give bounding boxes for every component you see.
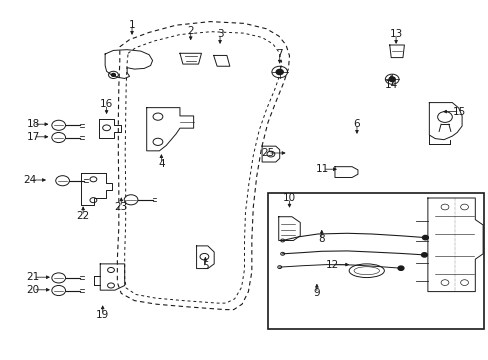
Text: 8: 8 [318, 234, 325, 244]
Text: 24: 24 [23, 175, 37, 185]
Text: 5: 5 [202, 261, 208, 271]
Text: 17: 17 [26, 132, 40, 142]
Text: 18: 18 [26, 119, 40, 129]
Circle shape [422, 235, 427, 240]
Circle shape [276, 69, 283, 75]
Text: 9: 9 [313, 288, 320, 298]
Text: 10: 10 [283, 193, 295, 203]
Text: 2: 2 [187, 26, 194, 36]
Text: 12: 12 [325, 260, 339, 270]
Text: 1: 1 [128, 20, 135, 30]
Text: 19: 19 [96, 310, 109, 320]
Text: 15: 15 [452, 107, 466, 117]
Text: 4: 4 [158, 159, 164, 169]
Circle shape [421, 253, 427, 257]
Text: 20: 20 [27, 285, 40, 295]
Bar [267, 193, 483, 329]
Text: 21: 21 [26, 272, 40, 282]
Text: 13: 13 [388, 29, 402, 39]
Text: 3: 3 [216, 29, 223, 39]
Text: 25: 25 [261, 148, 274, 158]
Circle shape [388, 77, 394, 81]
Text: 6: 6 [353, 119, 360, 129]
Text: 14: 14 [384, 80, 397, 90]
Circle shape [397, 266, 403, 270]
Text: 22: 22 [76, 211, 90, 221]
Circle shape [111, 73, 115, 76]
Text: 11: 11 [315, 164, 329, 174]
Text: 23: 23 [114, 202, 128, 212]
Text: 16: 16 [100, 99, 113, 109]
Text: 7: 7 [276, 49, 283, 59]
